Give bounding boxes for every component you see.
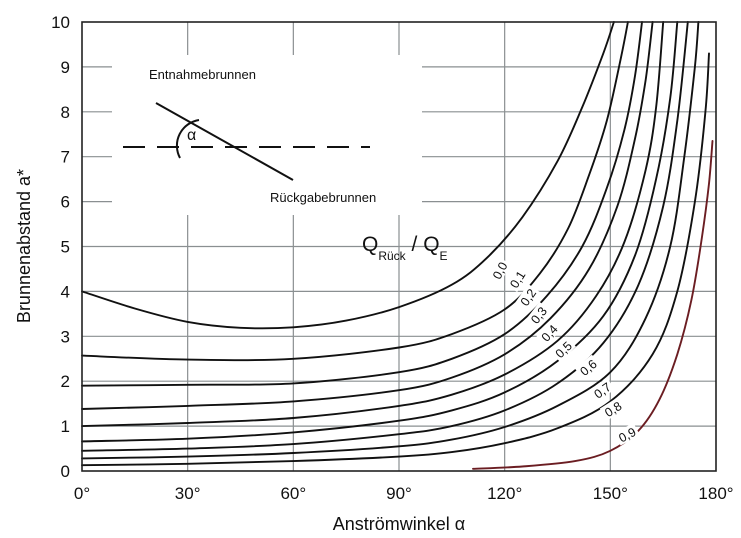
y-tick-label: 2 (61, 372, 70, 391)
legend-q: Q (362, 233, 378, 256)
curve-0-4 (81, 21, 665, 428)
y-tick-label: 10 (51, 13, 70, 32)
y-tick-label: 1 (61, 417, 70, 436)
curve-label-backdrop (574, 354, 601, 380)
x-tick-label: 60° (280, 484, 306, 503)
curve-0-7 (81, 21, 700, 460)
y-tick-label: 8 (61, 103, 70, 122)
angle-alpha-symbol: α (187, 127, 196, 144)
y-tick-label: 4 (61, 282, 70, 301)
angle-arc (175, 119, 200, 159)
x-axis-label: Anströmwinkel α (333, 514, 465, 534)
return-well-label: Rückgabebrunnen (270, 190, 376, 205)
y-tick-label: 6 (61, 193, 70, 212)
curve-label-backdrop (589, 377, 616, 403)
x-tick-label: 0° (74, 484, 90, 503)
legend-sub-e: E (440, 249, 448, 263)
x-tick-label: 30° (175, 484, 201, 503)
curve-0-8 (81, 52, 710, 467)
y-tick-label: 5 (61, 238, 70, 257)
curve-label-backdrop (526, 301, 551, 328)
x-tick-label: 150° (593, 484, 628, 503)
y-tick-label: 3 (61, 327, 70, 346)
curve-0-3 (81, 21, 654, 410)
curve-label-backdrop (614, 422, 641, 446)
x-tick-label: 90° (386, 484, 412, 503)
well-axis-line (155, 102, 294, 181)
extraction-well-label: Entnahmebrunnen (149, 67, 256, 82)
legend-sub-rueck: Rück (378, 249, 406, 263)
x-tick-label: 180° (698, 484, 733, 503)
curve-0-0 (81, 21, 615, 330)
well-inset-diagram: Entnahmebrunnen α Rückgabebrunnen (112, 55, 422, 215)
curve-label-backdrop (550, 336, 576, 362)
curve-labels: 0,00,10,20,30,40,50,60,70,80,9 (488, 257, 641, 446)
x-tick-label: 120° (487, 484, 522, 503)
curve-0-5 (81, 21, 679, 443)
curve-group (81, 21, 714, 470)
curve-0-9 (472, 140, 714, 470)
curve-label-backdrop (599, 396, 626, 421)
curve-0-2 (81, 21, 643, 387)
tick-labels: 0° 30° 60° 90° 120° 150° 180° 0 1 2 3 4 5 6 7 8 9 10 (51, 13, 734, 503)
plot-frame (81, 21, 717, 472)
curve-label-backdrop (505, 266, 529, 293)
curve-label-backdrop (536, 319, 562, 346)
legend-title: QRück / QE (362, 233, 448, 263)
curve-label-backdrop (515, 283, 540, 311)
curve-0-1 (81, 21, 629, 362)
curve-0-6 (81, 21, 689, 452)
inset-backdrop (112, 55, 422, 215)
y-tick-label: 7 (61, 148, 70, 167)
y-axis-label: Brunnenabstand a* (14, 169, 34, 323)
curve-label-backdrop (488, 257, 511, 284)
legend-separator: / Q (406, 233, 440, 256)
svg-text:QRück / QE: QRück / QE (362, 233, 448, 263)
y-tick-label: 0 (61, 462, 70, 481)
y-tick-label: 9 (61, 58, 70, 77)
